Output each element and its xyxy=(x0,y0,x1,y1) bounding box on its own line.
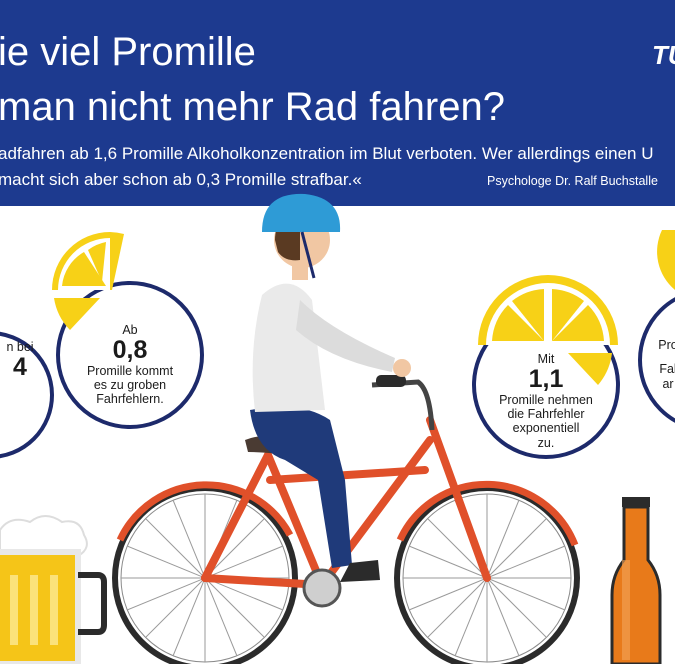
bottle-icon xyxy=(610,497,662,664)
info-circle-left xyxy=(0,331,54,459)
info-circle-right xyxy=(638,230,675,423)
circle-0-8-line1: Promille kommt xyxy=(86,363,174,378)
circle-0-8-prefix: Ab xyxy=(122,323,138,337)
title-line-1: ie viel Promille xyxy=(0,30,256,74)
circle-right-text: Pro Fal ar xyxy=(648,338,675,391)
circle-right-line3: ar xyxy=(662,376,674,391)
circle-1-1-line3: exponentiell xyxy=(512,421,580,436)
circle-1-1-value: 1,1 xyxy=(528,365,564,394)
circle-right-line2: Fal xyxy=(659,362,675,377)
rider-figure xyxy=(250,193,411,582)
info-circle-0-8 xyxy=(56,281,204,429)
subtitle-line-1: adfahren ab 1,6 Promille Alkoholkonzentr… xyxy=(0,144,654,163)
circle-1-1-text: Mit 1,1 Promille nehmen die Fahrfehler e… xyxy=(490,352,602,450)
circle-left-value: 4 xyxy=(13,353,27,382)
circle-0-8-value: 0,8 xyxy=(112,336,148,365)
circle-1-1-prefix: Mit xyxy=(537,352,555,366)
lemon-slice-icon xyxy=(52,232,124,330)
header-banner: ie viel Promille man nicht mehr Rad fahr… xyxy=(0,0,675,206)
lemon-half-icon xyxy=(478,275,618,385)
circle-0-8-line3: Fahrfehlern. xyxy=(96,392,164,407)
circle-right-line1: Pro xyxy=(658,338,675,352)
helmet-icon xyxy=(262,193,341,232)
title-line-2: man nicht mehr Rad fahren? xyxy=(0,85,505,129)
circle-1-1-line2: die Fahrfehler xyxy=(507,407,585,421)
beer-mug-icon xyxy=(0,515,107,664)
quote-attribution: Psychologe Dr. Ralf Buchstalle xyxy=(487,174,658,188)
subtitle-line-2: macht sich aber schon ab 0,3 Promille st… xyxy=(0,170,362,189)
circle-left-text: n bei 4 xyxy=(0,340,40,381)
circle-1-1-line4: zu. xyxy=(537,435,555,450)
brand-logo: TÜ xyxy=(652,40,675,70)
circle-0-8-text: Ab 0,8 Promille kommt es zu groben Fahrf… xyxy=(74,323,186,407)
circle-0-8-line2: es zu groben xyxy=(93,378,167,392)
circle-left-label: n bei xyxy=(6,340,34,354)
circle-1-1-line1: Promille nehmen xyxy=(499,392,593,407)
